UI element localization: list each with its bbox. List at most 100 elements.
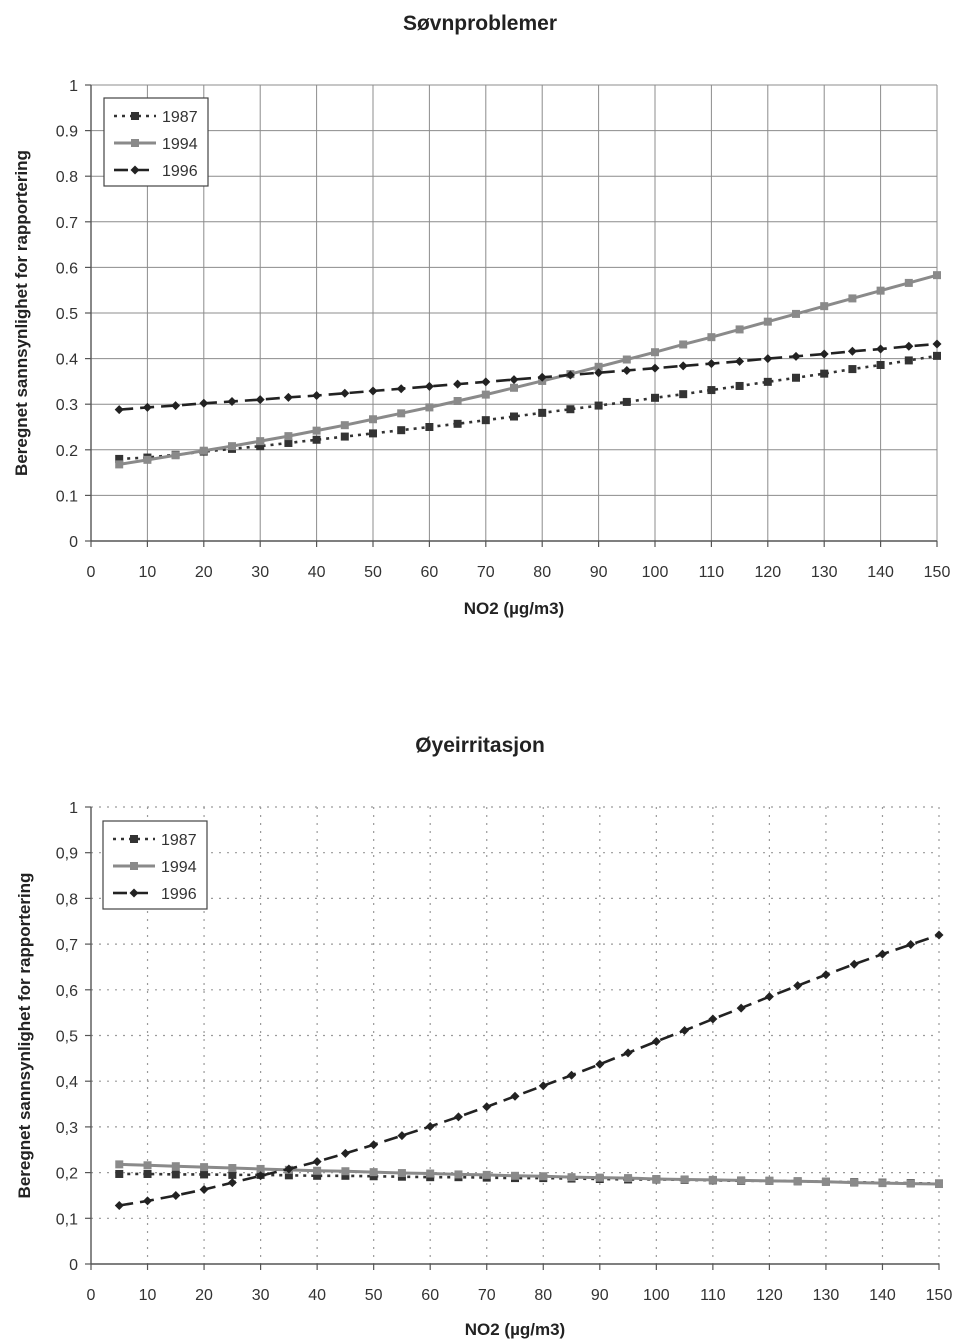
y-axis-title: Beregnet sannsynlighet for rapportering — [12, 150, 31, 476]
x-tick-label: 60 — [421, 1287, 439, 1304]
data-point-1994 — [511, 1171, 519, 1180]
data-point-1996 — [934, 930, 944, 940]
data-point-1994 — [933, 271, 941, 280]
data-point-1987 — [848, 365, 857, 374]
data-point-1994 — [369, 415, 377, 424]
data-point-1987 — [481, 416, 490, 425]
data-point-1996 — [849, 959, 859, 969]
series-1994 — [115, 271, 941, 469]
data-point-1996 — [396, 384, 406, 394]
data-point-1994 — [539, 1172, 548, 1181]
data-point-1996 — [906, 940, 916, 950]
data-point-1994 — [453, 397, 462, 406]
data-point-1987 — [594, 401, 603, 410]
x-tick-label: 0 — [87, 1287, 96, 1304]
data-point-1987 — [651, 393, 659, 402]
data-point-1994 — [228, 442, 236, 451]
data-point-1996 — [171, 1190, 181, 1200]
data-point-1996 — [764, 992, 774, 1002]
data-point-1994 — [792, 309, 800, 318]
data-point-1996 — [706, 359, 716, 369]
data-point-1987 — [679, 390, 688, 399]
data-point-1987 — [115, 454, 124, 463]
data-point-1996 — [509, 375, 519, 385]
x-tick-label: 90 — [590, 564, 608, 581]
data-point-1996 — [537, 372, 547, 382]
x-tick-label: 120 — [754, 564, 781, 581]
data-point-1987 — [792, 373, 800, 382]
data-point-1996 — [650, 363, 660, 373]
chart-sovnproblemer-plot: 00.10.20.30.40.50.60.70.80.910 10 20 30 40 50… — [12, 78, 950, 618]
data-point-1996 — [708, 1014, 718, 1024]
y-tick-label: 0 — [69, 1257, 78, 1274]
x-axis-title: NO2 (µg/m3) — [465, 1320, 565, 1339]
y-tick-label: 0.7 — [56, 215, 78, 232]
data-point-1996 — [284, 1164, 294, 1174]
y-tick-label: 0,5 — [56, 1029, 78, 1046]
series-line-1996 — [119, 342, 938, 411]
data-point-1994 — [425, 403, 434, 412]
y-tick-label: 0,6 — [56, 983, 78, 1000]
data-point-1994 — [820, 302, 829, 311]
data-point-1994 — [935, 1180, 943, 1189]
data-point-1994 — [482, 1170, 491, 1179]
data-point-1996 — [678, 361, 688, 371]
data-point-1996 — [932, 339, 942, 349]
data-point-1994 — [763, 317, 772, 326]
data-point-1996 — [651, 1036, 661, 1046]
data-point-1996 — [793, 981, 803, 991]
y-tick-label: 0,9 — [56, 846, 78, 863]
data-point-1996 — [623, 1048, 633, 1058]
data-point-1996 — [876, 344, 886, 354]
y-tick-label: 0.8 — [56, 169, 78, 186]
data-point-1996 — [847, 346, 857, 356]
data-point-1996 — [312, 391, 322, 401]
series-line-1987 — [119, 354, 938, 461]
data-point-1996 — [481, 377, 491, 387]
data-point-1996 — [283, 392, 293, 402]
x-tick-label: 140 — [869, 1287, 896, 1304]
data-point-1996 — [594, 368, 604, 378]
y-tick-label: 0.5 — [56, 306, 78, 323]
x-tick-label: 70 — [478, 1287, 496, 1304]
x-tick-label: 40 — [308, 564, 326, 581]
series-1996 — [114, 930, 944, 1211]
x-tick-label: 110 — [699, 564, 725, 581]
data-point-1987 — [904, 356, 913, 365]
data-point-1996 — [369, 1140, 379, 1150]
data-point-1996 — [482, 1102, 492, 1112]
data-point-1994 — [906, 1179, 915, 1188]
data-point-1996 — [227, 1178, 237, 1188]
data-point-1994 — [567, 1173, 576, 1182]
data-point-1996 — [622, 365, 632, 375]
y-tick-label: 0.3 — [56, 397, 78, 414]
x-tick-label: 90 — [591, 1287, 609, 1304]
series-line-1994 — [118, 273, 938, 466]
y-tick-label: 0,8 — [56, 891, 78, 908]
data-point-1996 — [736, 1003, 746, 1013]
y-tick-label: 1 — [69, 800, 78, 817]
data-point-1987 — [313, 1171, 322, 1180]
data-point-1987 — [369, 1172, 378, 1181]
legend-label-1996: 1996 — [161, 886, 197, 903]
y-tick-label: 0,4 — [56, 1074, 78, 1091]
x-tick-label: 100 — [642, 564, 669, 581]
data-point-1996 — [340, 1148, 350, 1158]
data-point-1996 — [538, 1081, 548, 1091]
chart-title: Søvnproblemer — [402, 12, 558, 35]
x-tick-label: 80 — [533, 564, 551, 581]
data-point-1994 — [200, 1163, 209, 1172]
data-point-1996 — [114, 1201, 124, 1211]
y-axis-title: Beregnet sannsynlighet for rapportering — [15, 873, 34, 1199]
legend-marker-1987 — [131, 112, 139, 120]
data-point-1987 — [284, 1171, 293, 1180]
data-point-1994 — [199, 446, 208, 455]
x-tick-label: 150 — [926, 1287, 953, 1304]
data-point-1987 — [566, 405, 575, 414]
data-point-1987 — [510, 412, 518, 421]
legend-marker-1994 — [130, 862, 138, 870]
data-point-1994 — [735, 325, 744, 334]
data-point-1994 — [848, 294, 857, 303]
data-point-1987 — [312, 435, 321, 444]
chart-oyeirritasjon-plot: 00,10,20,30,40,50,60,70,80,910 10 20 30 40 50… — [15, 800, 953, 1339]
